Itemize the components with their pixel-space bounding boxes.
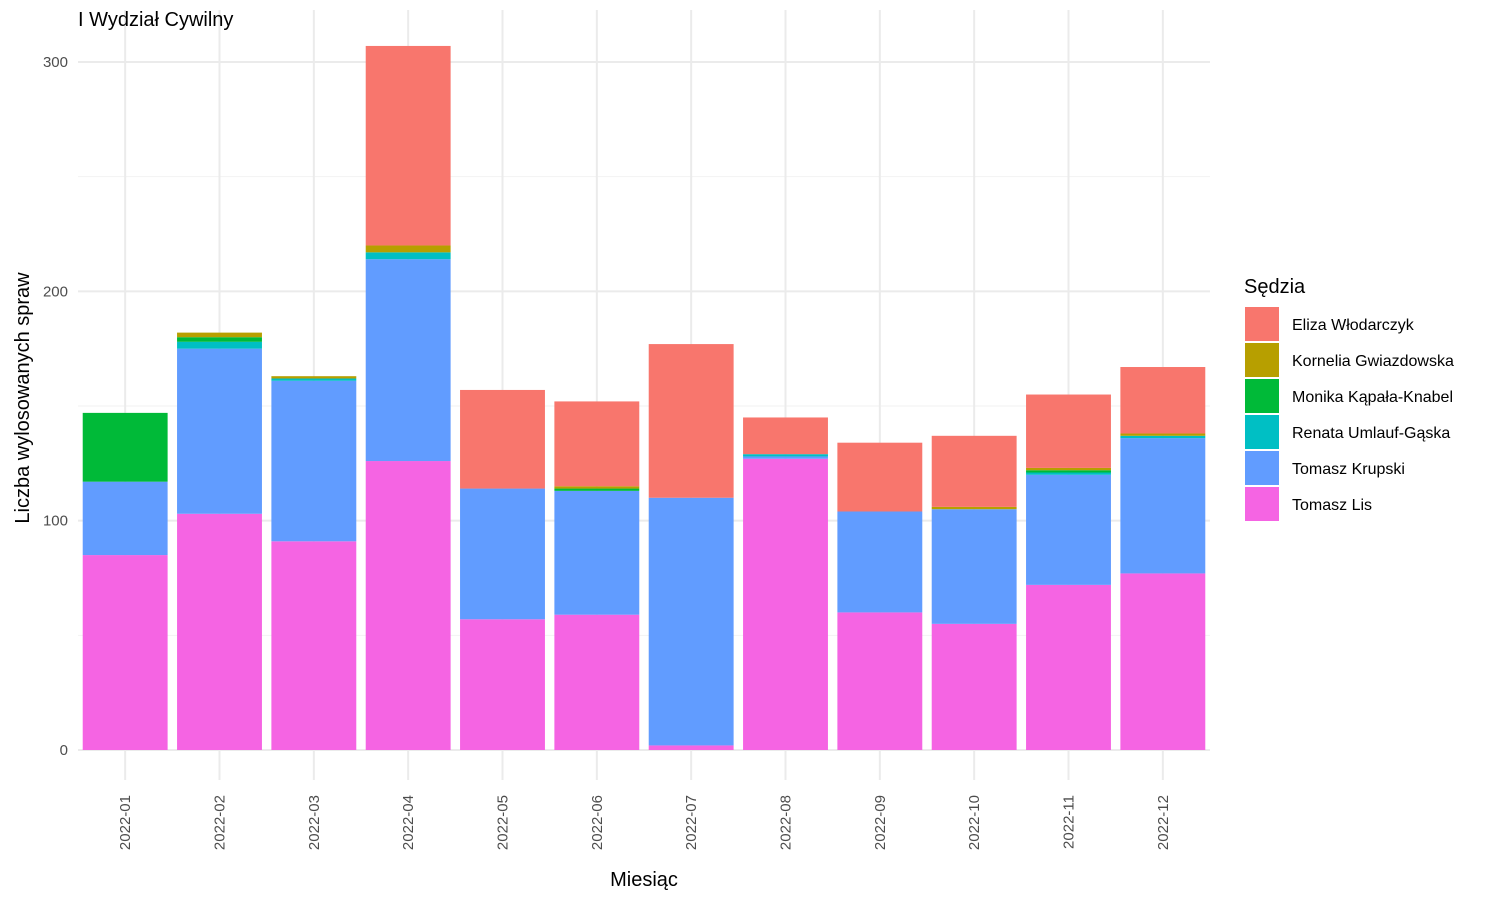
x-tick-label: 2022-01	[117, 795, 134, 850]
x-tick-label: 2022-02	[212, 795, 229, 850]
legend-swatch	[1245, 379, 1279, 413]
bar-segment	[648, 497, 734, 746]
bar-segment	[460, 619, 545, 750]
bar-segment	[1120, 435, 1206, 439]
bar-segment	[1026, 470, 1111, 473]
legend-label: Renata Umlauf-Gąska	[1292, 425, 1450, 442]
bar-segment	[554, 401, 640, 487]
y-axis-ticks: 0 100 200 300	[43, 54, 68, 759]
bar-segment	[365, 461, 451, 750]
legend-swatch	[1245, 451, 1279, 485]
bar-segment	[1120, 438, 1206, 574]
legend: Sędzia Eliza Włodarczyk Kornelia Gwiazdow…	[1244, 276, 1454, 521]
bars	[82, 45, 1206, 750]
legend-label: Tomasz Lis	[1292, 497, 1372, 514]
bar-segment	[177, 513, 262, 750]
legend-title: Sędzia	[1244, 276, 1306, 298]
bar-segment	[1026, 584, 1111, 750]
x-tick-label: 2022-08	[778, 795, 795, 850]
x-tick-label: 2022-10	[966, 795, 983, 850]
x-tick-label: 2022-09	[872, 795, 889, 850]
bar-segment	[1026, 472, 1111, 475]
x-tick-label: 2022-05	[495, 795, 512, 850]
legend-swatch	[1245, 307, 1279, 341]
legend-swatch	[1245, 487, 1279, 521]
x-tick-label: 2022-03	[306, 795, 323, 850]
bar-segment	[931, 623, 1017, 750]
bar-segment	[177, 348, 262, 514]
bar-segment	[1120, 367, 1206, 434]
bar-segment	[554, 490, 640, 615]
y-axis-title: Liczba wylosowanych spraw	[12, 272, 34, 524]
x-tick-label: 2022-12	[1155, 795, 1172, 850]
bar-segment	[648, 344, 734, 498]
bar-segment	[82, 555, 168, 750]
bar-segment	[1026, 394, 1111, 468]
bar-segment	[1120, 433, 1206, 436]
legend-swatch	[1245, 343, 1279, 377]
bar-segment	[743, 458, 828, 750]
bar-segment	[554, 614, 640, 750]
bar-segment	[177, 341, 262, 349]
bar-segment	[743, 454, 828, 457]
bar-segment	[931, 435, 1017, 507]
legend-label: Eliza Włodarczyk	[1292, 317, 1415, 334]
chart-title: I Wydział Cywilny	[78, 9, 233, 31]
y-tick-label: 300	[43, 54, 68, 71]
bar-segment	[365, 259, 451, 462]
bar-segment	[931, 509, 1017, 624]
x-tick-label: 2022-04	[400, 795, 417, 850]
bar-segment	[365, 45, 451, 246]
legend-label: Monika Kąpała-Knabel	[1292, 389, 1453, 406]
bar-segment	[1026, 474, 1111, 585]
bar-segment	[82, 481, 168, 556]
bar-segment	[554, 486, 640, 489]
bar-segment	[837, 442, 923, 512]
bar-segment	[271, 376, 357, 379]
y-tick-label: 200	[43, 283, 68, 300]
x-tick-label: 2022-11	[1061, 795, 1078, 849]
bar-segment	[460, 389, 545, 489]
x-tick-label: 2022-06	[589, 795, 606, 850]
bar-segment	[177, 337, 262, 342]
bar-segment	[177, 332, 262, 338]
legend-label: Kornelia Gwiazdowska	[1292, 353, 1454, 370]
legend-swatch	[1245, 415, 1279, 449]
bar-segment	[365, 252, 451, 260]
bar-segment	[1120, 573, 1206, 750]
bar-segment	[271, 541, 357, 750]
bar-segment	[931, 506, 1017, 510]
bar-segment	[743, 456, 828, 459]
bar-segment	[743, 417, 828, 455]
bar-segment	[648, 745, 734, 750]
bar-segment	[460, 488, 545, 620]
bar-segment	[554, 488, 640, 491]
bar-segment	[837, 511, 923, 613]
y-tick-label: 100	[43, 513, 68, 530]
x-axis-ticks: 2022-01 2022-02 2022-03 2022-04 2022-05 2022-…	[117, 795, 1172, 850]
bar-segment	[1026, 467, 1111, 471]
x-tick-label: 2022-07	[683, 795, 700, 850]
x-axis-title: Miesiąc	[610, 869, 678, 891]
bar-segment	[365, 245, 451, 253]
y-tick-label: 0	[60, 742, 68, 759]
bar-segment	[271, 380, 357, 542]
bar-segment	[837, 612, 923, 750]
bar-segment	[271, 378, 357, 381]
legend-label: Tomasz Krupski	[1292, 461, 1405, 478]
bar-segment	[82, 412, 168, 482]
